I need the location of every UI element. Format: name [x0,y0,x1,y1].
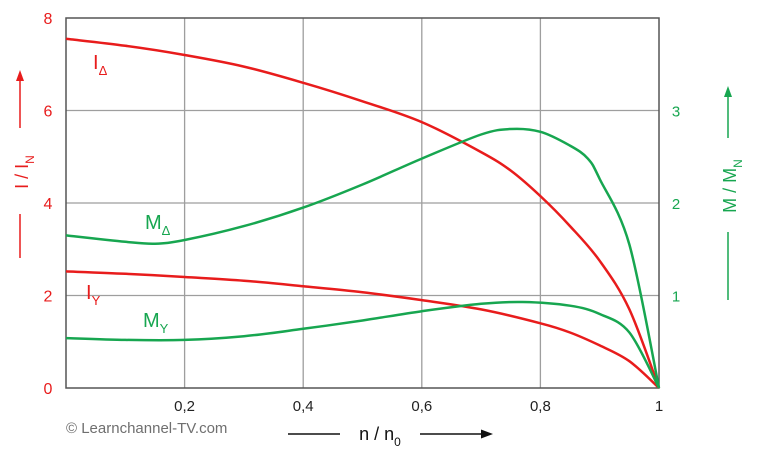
y-left-tick-label-3: 6 [44,104,53,121]
x-tick-label-1: 0,4 [293,398,314,415]
i-delta-curve [65,37,661,389]
label-m-delta: MΔ [145,212,171,238]
y-left-arrow-head [16,70,24,81]
copyright-text: © Learnchannel-TV.com [66,420,228,437]
x-tick-label-2: 0,6 [411,398,432,415]
x-tick-label-3: 0,8 [530,398,551,415]
y-left-tick-label-1: 2 [44,289,53,306]
label-i-delta: IΔ [93,52,108,78]
label-i-y: IY [86,282,101,308]
y-left-axis-label: I / IN [12,155,37,189]
m-delta-curve [65,127,661,389]
y-left-tick-label-2: 4 [44,196,53,213]
x-tick-label-4: 1 [655,398,663,415]
i-y-curve [65,270,660,389]
y-right-axis-label: M / MN [720,159,745,213]
y-left-tick-label-4: 8 [44,11,53,28]
label-m-y: MY [143,310,169,336]
x-tick-label-0: 0,2 [174,398,195,415]
plot-frame [65,17,660,389]
y-right-tick-label-2: 3 [672,104,680,121]
y-left-tick-label-0: 0 [44,381,53,398]
y-right-tick-label-0: 1 [672,289,680,306]
x-arrow-head [481,429,493,439]
y-right-tick-label-1: 2 [672,196,680,213]
y-right-arrow-head [724,86,732,97]
m-y-curve [65,300,661,389]
x-axis-label: n / n0 [359,424,401,449]
